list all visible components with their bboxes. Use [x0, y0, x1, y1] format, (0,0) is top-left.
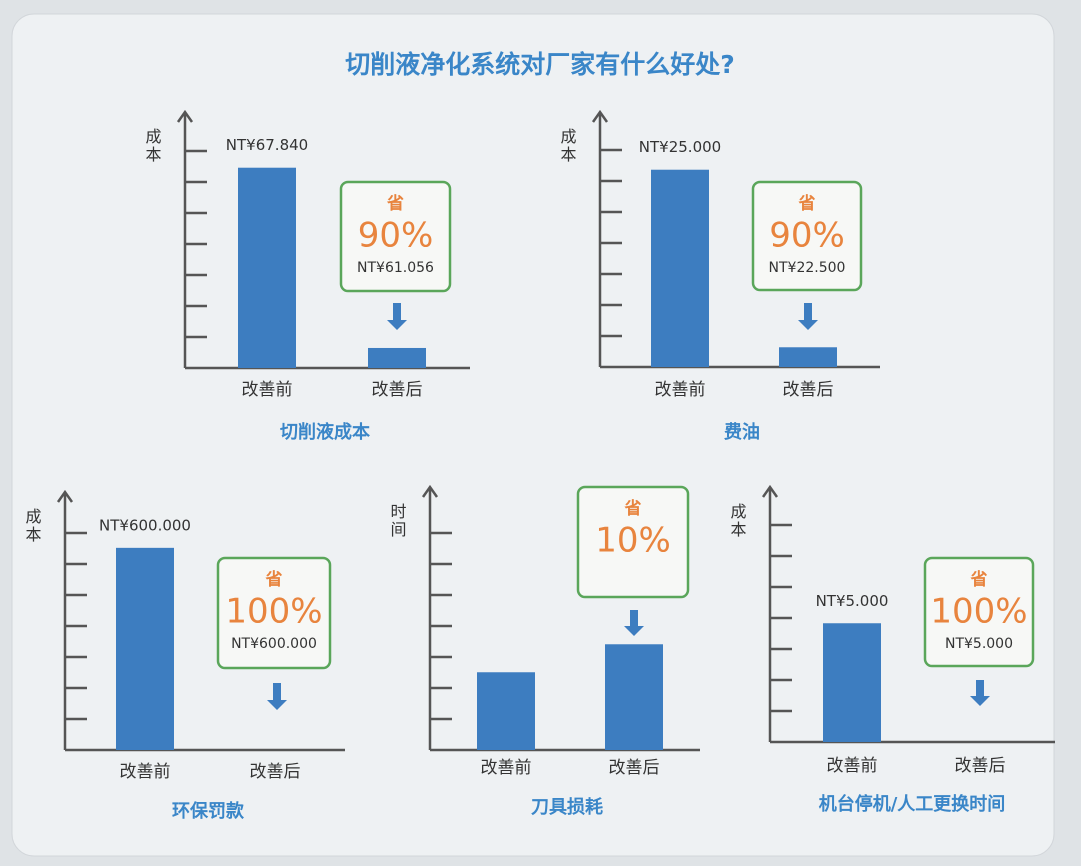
bar [779, 347, 837, 367]
bar [116, 547, 174, 750]
down-arrow [387, 303, 407, 330]
savings-amount: NT¥61.056 [357, 260, 434, 276]
category-label: 改善后 [609, 758, 660, 778]
category-label: 改善前 [655, 380, 706, 400]
y-axis [761, 484, 779, 742]
savings-box [216, 556, 332, 670]
category-label: 改善前 [120, 762, 171, 782]
savings-label: 省 [798, 193, 816, 214]
bar [368, 347, 426, 368]
savings-percent: 90% [358, 216, 434, 256]
y-axis [56, 489, 74, 750]
savings-percent: 90% [769, 216, 845, 256]
category-label: 改善后 [783, 380, 834, 400]
category-label: 改善后 [955, 756, 1006, 776]
savings-label: 省 [970, 569, 988, 590]
down-arrow [624, 610, 644, 636]
category-label: 改善前 [481, 758, 532, 778]
down-arrow [970, 680, 990, 706]
chart-title: 刀具损耗 [531, 796, 603, 818]
savings-percent: 100% [225, 592, 322, 632]
page-title: 切削液净化系统对厂家有什么好处? [345, 50, 735, 79]
bar [651, 169, 709, 367]
value-label: NT¥600.000 [99, 516, 191, 534]
bar [238, 167, 296, 368]
y-axis-label: 成本 [23, 508, 42, 544]
savings-label: 省 [624, 498, 642, 519]
savings-amount: NT¥600.000 [231, 636, 317, 652]
chart-title: 机台停机/人工更换时间 [819, 793, 1006, 815]
y-axis [176, 109, 194, 368]
savings-label: 省 [386, 193, 404, 214]
savings-label: 省 [265, 569, 283, 590]
y-axis-label: 成本 [728, 503, 747, 539]
savings-box [751, 180, 863, 292]
y-axis [591, 109, 609, 367]
savings-box [576, 485, 690, 599]
category-label: 改善前 [827, 756, 878, 776]
bar [477, 672, 535, 750]
y-axis [421, 484, 439, 750]
category-label: 改善后 [250, 762, 301, 782]
savings-box [339, 180, 452, 293]
value-label: NT¥67.840 [226, 136, 308, 154]
savings-box [923, 556, 1035, 668]
value-label: NT¥5.000 [816, 592, 889, 610]
chart-title: 环保罚款 [172, 800, 245, 822]
category-label: 改善后 [372, 380, 423, 400]
category-label: 改善前 [242, 380, 293, 400]
down-arrow [267, 683, 287, 710]
y-axis-label: 成本 [558, 128, 577, 164]
bar [823, 623, 881, 742]
savings-percent: 10% [595, 521, 671, 561]
savings-percent: 100% [930, 592, 1027, 632]
down-arrow [798, 303, 818, 330]
value-label: NT¥25.000 [639, 138, 721, 156]
bar [605, 644, 663, 750]
savings-amount: NT¥5.000 [945, 636, 1013, 652]
chart-title: 切削液成本 [280, 421, 370, 443]
y-axis-label: 成本 [143, 128, 162, 164]
chart-title: 费油 [724, 421, 760, 443]
savings-amount: NT¥22.500 [769, 260, 846, 276]
y-axis-label: 时间 [388, 503, 407, 539]
